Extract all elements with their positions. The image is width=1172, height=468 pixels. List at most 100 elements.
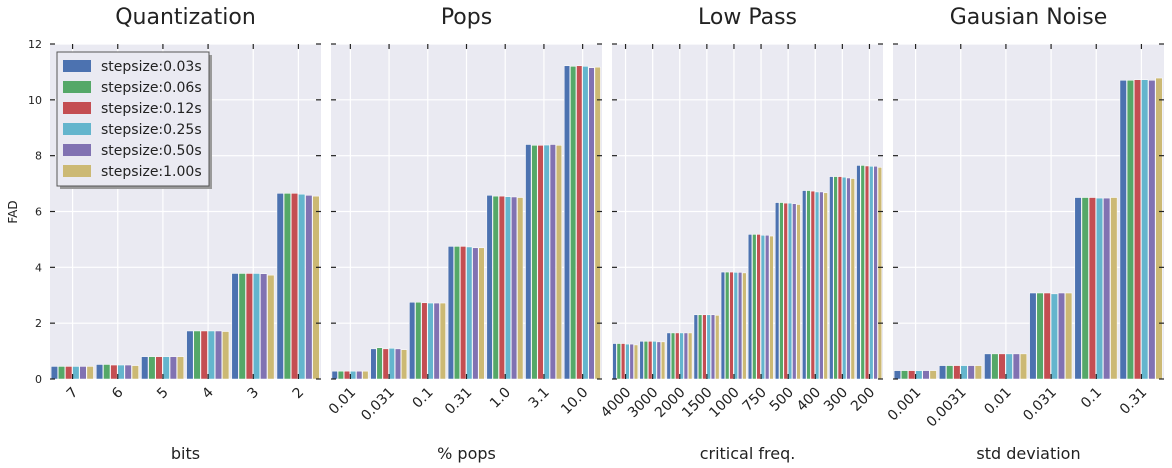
- x-tick-label: 0.001: [885, 385, 925, 425]
- bar-pops-stepsize0.12s-10.0: [576, 65, 583, 380]
- bar-gausian-noise-stepsize0.06s-0.01: [991, 353, 999, 380]
- bar-low-pass-stepsize1.00s-1500: [715, 315, 720, 380]
- x-tick-label: 0.031: [1020, 385, 1060, 425]
- x-tick-label: 1000: [706, 385, 743, 422]
- x-tick-label: 400: [794, 385, 824, 415]
- bar-low-pass-stepsize0.06s-1500: [698, 314, 703, 380]
- x-tick-label: 0.31: [1117, 385, 1150, 418]
- bar-pops-stepsize0.12s-0.31: [460, 246, 467, 380]
- bar-quantization-stepsize0.06s-3: [238, 273, 246, 380]
- bar-low-pass-stepsize0.25s-200: [869, 166, 874, 380]
- y-tick-label: 8: [35, 150, 42, 163]
- x-tick-label: 2: [290, 385, 308, 403]
- bar-low-pass-stepsize0.25s-1500: [706, 314, 711, 380]
- bar-gausian-noise-stepsize0.50s-0.01: [1012, 353, 1020, 380]
- bar-low-pass-stepsize0.06s-2000: [670, 332, 676, 380]
- x-tick-label: 3.1: [526, 385, 553, 412]
- bar-gausian-noise-stepsize1.00s-0.031: [1065, 292, 1073, 380]
- y-tick-label: 0: [35, 373, 42, 386]
- bar-quantization-stepsize0.50s-7: [79, 366, 87, 380]
- legend: stepsize:0.03s stepsize:0.06s stepsize:0.1…: [56, 51, 212, 189]
- bar-pops-stepsize0.25s-10.0: [582, 66, 589, 380]
- bar-quantization-stepsize0.03s-5: [141, 356, 149, 380]
- bar-pops-stepsize0.25s-0.31: [466, 246, 473, 380]
- bar-quantization-stepsize0.06s-5: [148, 356, 156, 380]
- bar-low-pass-stepsize0.50s-3000: [656, 341, 661, 380]
- bar-pops-stepsize0.50s-0.31: [472, 247, 479, 380]
- y-tick-label: 2: [35, 317, 42, 330]
- bar-gausian-noise-stepsize0.12s-0.1: [1088, 197, 1096, 380]
- bar-low-pass-stepsize0.06s-750: [752, 234, 757, 380]
- bar-pops-stepsize0.06s-3.1: [531, 145, 538, 380]
- bar-quantization-stepsize0.03s-2: [276, 193, 284, 380]
- x-tick-label: 500: [767, 385, 797, 415]
- bar-gausian-noise-stepsize1.00s-0.31: [1155, 77, 1163, 380]
- bar-quantization-stepsize0.50s-4: [214, 330, 223, 380]
- bar-pops-stepsize0.12s-0.01: [343, 370, 351, 380]
- bar-low-pass-stepsize0.06s-4000: [616, 343, 621, 380]
- bar-quantization-stepsize1.00s-3: [267, 274, 275, 380]
- bar-low-pass-stepsize0.06s-400: [806, 190, 811, 380]
- bar-pops-stepsize0.06s-0.1: [415, 301, 422, 380]
- bar-pops-stepsize0.03s-0.31: [447, 246, 454, 380]
- bar-gausian-noise-stepsize0.06s-0.001: [901, 370, 909, 380]
- x-axis-label: std deviation: [976, 444, 1080, 463]
- bar-low-pass-stepsize1.00s-500: [796, 204, 801, 380]
- bar-low-pass-stepsize0.03s-2000: [666, 332, 671, 380]
- bar-gausian-noise-stepsize0.50s-0.0031: [967, 365, 975, 380]
- bar-pops-stepsize0.25s-0.1: [427, 302, 434, 380]
- bar-pops-stepsize0.12s-0.031: [382, 348, 389, 380]
- x-axis-label: critical freq.: [700, 444, 796, 463]
- bar-gausian-noise-stepsize0.03s-0.031: [1029, 292, 1037, 380]
- bar-low-pass-stepsize0.03s-750: [747, 234, 753, 380]
- bar-quantization-stepsize0.06s-7: [58, 366, 66, 380]
- y-tick-label: 12: [28, 38, 42, 51]
- bar-gausian-noise-stepsize0.12s-0.001: [908, 370, 916, 380]
- bar-quantization-stepsize0.25s-2: [298, 193, 306, 380]
- legend-label: stepsize:0.06s: [101, 80, 202, 96]
- x-tick-label: 5: [154, 385, 172, 403]
- panel-title: Gausian Noise: [950, 5, 1108, 30]
- bar-gausian-noise-stepsize0.06s-0.31: [1126, 80, 1134, 380]
- bar-pops-stepsize1.00s-3.1: [555, 145, 562, 380]
- x-tick-label: 4: [199, 384, 217, 402]
- x-tick-label: 0.031: [358, 385, 398, 425]
- bar-quantization-stepsize0.06s-6: [103, 364, 111, 380]
- x-tick-label: 10.0: [558, 385, 591, 418]
- bar-low-pass-stepsize1.00s-1000: [742, 272, 747, 380]
- legend-label: stepsize:1.00s: [101, 164, 202, 180]
- bar-gausian-noise-stepsize0.12s-0.01: [998, 353, 1006, 380]
- bar-pops-stepsize0.25s-0.031: [388, 348, 395, 380]
- bar-gausian-noise-stepsize0.03s-0.31: [1119, 80, 1127, 380]
- bar-quantization-stepsize0.25s-3: [253, 273, 261, 380]
- bar-low-pass-stepsize0.03s-400: [802, 190, 807, 380]
- bar-gausian-noise-stepsize0.50s-0.31: [1148, 80, 1156, 380]
- panel-title: Low Pass: [698, 5, 797, 30]
- x-tick-label: 300: [821, 385, 851, 415]
- bar-quantization-stepsize0.03s-4: [186, 330, 194, 380]
- bar-gausian-noise-stepsize0.12s-0.31: [1134, 79, 1142, 380]
- bar-gausian-noise-stepsize0.50s-0.001: [922, 370, 930, 380]
- bar-gausian-noise-stepsize1.00s-0.001: [929, 370, 937, 380]
- bar-pops-stepsize0.25s-0.01: [350, 370, 357, 380]
- bar-quantization-stepsize0.12s-5: [155, 356, 163, 380]
- bar-low-pass-stepsize0.12s-200: [864, 165, 870, 380]
- bar-pops-stepsize0.03s-0.1: [409, 301, 416, 380]
- bar-low-pass-stepsize1.00s-200: [877, 167, 882, 380]
- x-tick-label: 3: [244, 385, 262, 403]
- bar-pops-stepsize0.50s-3.1: [549, 144, 556, 380]
- bar-quantization-stepsize1.00s-2: [312, 195, 320, 380]
- y-tick-label: 6: [35, 206, 42, 219]
- bar-pops-stepsize0.50s-1.0: [511, 196, 518, 380]
- panel-title: Pops: [441, 5, 492, 30]
- bar-low-pass-stepsize1.00s-4000: [633, 344, 639, 380]
- bar-gausian-noise-stepsize0.25s-0.31: [1141, 79, 1149, 380]
- bar-low-pass-stepsize0.03s-4000: [612, 343, 617, 380]
- bar-quantization-stepsize0.25s-5: [162, 356, 170, 380]
- bar-quantization-stepsize0.06s-4: [193, 330, 201, 380]
- bar-pops-stepsize0.12s-1.0: [498, 195, 505, 380]
- x-tick-label: 7: [64, 385, 82, 403]
- legend-swatch: [63, 165, 91, 177]
- bar-quantization-stepsize0.50s-2: [305, 195, 313, 380]
